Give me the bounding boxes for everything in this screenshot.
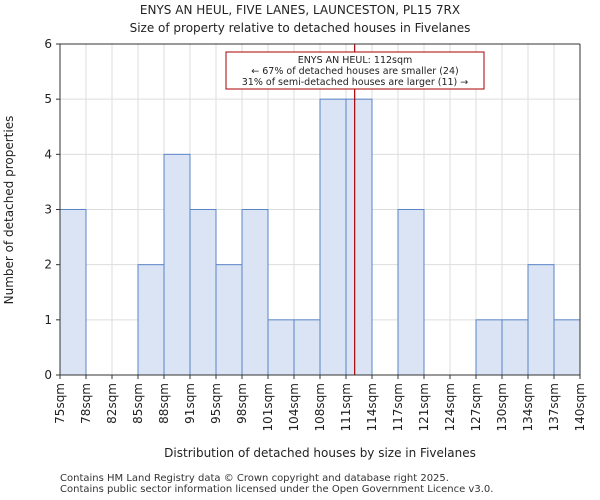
- x-tick-label: 95sqm: [209, 383, 223, 424]
- x-tick-label: 85sqm: [131, 383, 145, 424]
- y-tick-label: 5: [44, 92, 52, 106]
- x-tick-label: 140sqm: [573, 383, 587, 431]
- x-tick-label: 130sqm: [495, 383, 509, 431]
- y-tick-label: 3: [44, 203, 52, 217]
- histogram-bar: [241, 209, 269, 376]
- annotation-line-1: ENYS AN HEUL: 112sqm: [298, 55, 413, 66]
- histogram-bar: [137, 264, 165, 376]
- chart-subtitle: Size of property relative to detached ho…: [129, 21, 471, 35]
- histogram-bar: [59, 209, 87, 376]
- y-tick-label: 0: [44, 368, 52, 382]
- x-tick-label: 121sqm: [417, 383, 431, 431]
- x-tick-label: 91sqm: [183, 383, 197, 424]
- annotation-line-3: 31% of semi-detached houses are larger (…: [242, 77, 469, 88]
- x-tick-label: 82sqm: [105, 383, 119, 424]
- histogram-bar: [293, 319, 321, 376]
- annotation-line-2: ← 67% of detached houses are smaller (24…: [251, 66, 458, 77]
- x-tick-label: 127sqm: [469, 383, 483, 431]
- histogram-bar: [345, 98, 373, 376]
- x-tick-label: 124sqm: [443, 383, 457, 431]
- histogram-bar: [501, 319, 529, 376]
- x-tick-label: 98sqm: [235, 383, 249, 424]
- histogram-bar: [163, 153, 191, 376]
- x-tick-label: 117sqm: [391, 383, 405, 431]
- x-tick-label: 104sqm: [287, 383, 301, 431]
- x-tick-label: 78sqm: [79, 383, 93, 424]
- histogram-bar: [319, 98, 347, 376]
- histogram-bar: [215, 264, 243, 376]
- annotation-box: [225, 51, 485, 90]
- x-tick-label: 101sqm: [261, 383, 275, 431]
- x-tick-label: 111sqm: [339, 383, 353, 431]
- chart-title: ENYS AN HEUL, FIVE LANES, LAUNCESTON, PL…: [139, 3, 461, 17]
- y-tick-label: 2: [44, 258, 52, 272]
- footer-licence: Contains public sector information licen…: [60, 484, 494, 495]
- histogram-bar: [267, 319, 295, 376]
- y-axis-label: Number of detached properties: [2, 116, 16, 305]
- histogram-bar: [475, 319, 503, 376]
- x-axis-label: Distribution of detached houses by size …: [164, 446, 476, 460]
- x-tick-label: 75sqm: [53, 383, 67, 424]
- histogram-bar: [553, 319, 581, 376]
- histogram-bar: [527, 264, 555, 376]
- footer-copyright: Contains HM Land Registry data © Crown c…: [60, 473, 449, 484]
- x-tick-label: 88sqm: [157, 383, 171, 424]
- y-tick-label: 1: [44, 313, 52, 327]
- histogram-bar: [189, 209, 217, 376]
- x-tick-label: 137sqm: [547, 383, 561, 431]
- y-tick-label: 4: [44, 147, 52, 161]
- x-tick-label: 114sqm: [365, 383, 379, 431]
- y-tick-label: 6: [44, 37, 52, 51]
- x-tick-label: 134sqm: [521, 383, 535, 431]
- histogram-bar: [397, 209, 425, 376]
- x-tick-label: 108sqm: [313, 383, 327, 431]
